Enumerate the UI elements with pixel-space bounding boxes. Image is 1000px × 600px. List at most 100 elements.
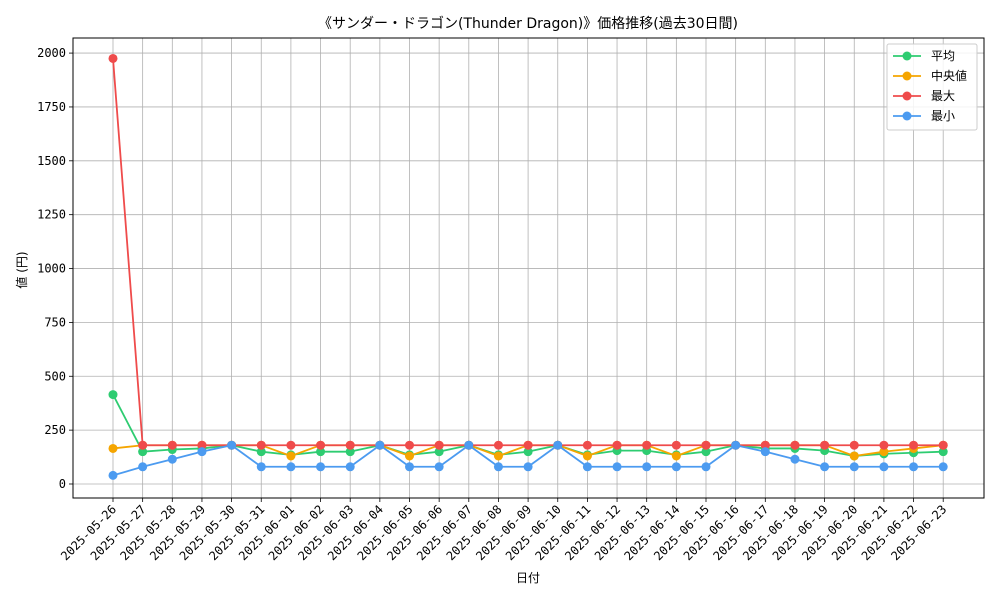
data-point <box>227 440 237 450</box>
data-point <box>108 443 118 453</box>
data-point <box>523 447 533 457</box>
y-tick-label: 2000 <box>37 46 66 60</box>
data-point <box>820 440 830 450</box>
data-point <box>701 447 711 457</box>
legend-item: 中央値 <box>893 68 967 83</box>
data-point <box>345 440 355 450</box>
data-point <box>879 447 889 457</box>
data-point <box>464 440 474 450</box>
y-tick-label: 750 <box>44 315 66 329</box>
data-point <box>879 462 889 472</box>
data-point <box>612 440 622 450</box>
data-point <box>642 462 652 472</box>
data-point <box>493 462 503 472</box>
legend-item: 最小 <box>893 109 955 123</box>
y-tick-label: 1000 <box>37 262 66 276</box>
data-point <box>286 451 296 461</box>
data-point <box>760 447 770 457</box>
data-point <box>820 462 830 472</box>
data-point <box>256 440 266 450</box>
data-point <box>701 462 711 472</box>
data-point <box>582 462 592 472</box>
data-point <box>434 462 444 472</box>
data-point <box>909 462 919 472</box>
data-point <box>671 451 681 461</box>
legend-marker <box>902 71 912 81</box>
data-point <box>345 447 355 457</box>
data-point <box>434 447 444 457</box>
series-lines <box>108 53 948 480</box>
data-point <box>345 462 355 472</box>
y-tick-label: 250 <box>44 423 66 437</box>
data-point <box>849 451 859 461</box>
legend-marker <box>902 111 912 121</box>
chart-title: 《サンダー・ドラゴン(Thunder Dragon)》価格推移(過去30日間) <box>318 15 738 32</box>
y-tick-label: 1500 <box>37 154 66 168</box>
data-point <box>167 454 177 464</box>
data-point <box>582 440 592 450</box>
y-axis-title: 値 (円) <box>14 251 29 288</box>
data-point <box>642 440 652 450</box>
data-point <box>197 440 207 450</box>
data-point <box>286 440 296 450</box>
data-point <box>138 440 148 450</box>
data-point <box>731 440 741 450</box>
data-point <box>790 454 800 464</box>
data-point <box>938 440 948 450</box>
legend-item: 最大 <box>893 89 955 103</box>
data-point <box>938 447 948 457</box>
data-point <box>256 447 266 457</box>
legend-label: 中央値 <box>931 68 967 83</box>
data-point <box>108 53 118 63</box>
data-point <box>493 451 503 461</box>
data-point <box>197 447 207 457</box>
data-point <box>316 462 326 472</box>
data-point <box>612 462 622 472</box>
legend-box <box>886 43 978 131</box>
x-axis-title: 日付 <box>516 571 540 585</box>
data-point <box>493 440 503 450</box>
data-point <box>405 451 414 461</box>
data-point <box>582 451 592 461</box>
data-point <box>434 440 444 450</box>
data-point <box>316 447 326 457</box>
data-point <box>523 440 533 450</box>
data-point <box>138 447 148 457</box>
data-point <box>108 390 118 400</box>
data-point <box>760 440 770 450</box>
legend-label: 最小 <box>931 109 955 123</box>
data-point <box>375 440 385 450</box>
legend-label: 平均 <box>931 49 955 63</box>
data-point <box>286 462 296 472</box>
series-最小 <box>108 440 948 480</box>
data-point <box>671 462 681 472</box>
data-point <box>316 440 326 450</box>
data-point <box>671 440 681 450</box>
data-point <box>256 462 266 472</box>
y-tick-label: 1750 <box>37 100 66 114</box>
data-point <box>701 440 711 450</box>
y-tick-label: 0 <box>59 477 66 491</box>
data-point <box>849 462 859 472</box>
data-point <box>938 462 948 472</box>
data-point <box>523 462 533 472</box>
data-point <box>405 440 414 450</box>
plot-frame <box>72 37 985 499</box>
data-point <box>790 440 800 450</box>
data-point <box>849 440 859 450</box>
y-tick-label: 500 <box>44 369 66 383</box>
y-tick-label: 1250 <box>37 208 66 222</box>
legend-label: 最大 <box>931 89 955 103</box>
data-point <box>108 470 118 480</box>
legend-item: 平均 <box>893 49 955 63</box>
data-point <box>167 440 177 450</box>
legend-marker <box>902 51 912 61</box>
data-point <box>405 462 414 472</box>
data-point <box>553 440 563 450</box>
grid <box>73 38 984 498</box>
axes: 2025-05-262025-05-272025-05-282025-05-29… <box>37 37 985 563</box>
data-point <box>909 440 919 450</box>
data-point <box>138 462 148 472</box>
